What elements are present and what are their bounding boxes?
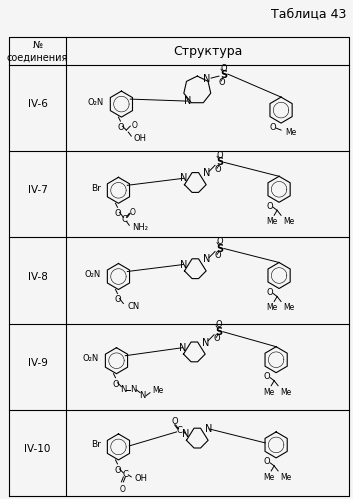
Text: O: O — [214, 334, 220, 343]
Text: N: N — [184, 96, 191, 106]
Text: O: O — [171, 417, 178, 427]
Text: Br: Br — [91, 441, 101, 450]
Text: N: N — [203, 338, 210, 348]
Text: O: O — [264, 458, 270, 467]
Text: N: N — [139, 391, 145, 400]
Text: O: O — [114, 295, 121, 304]
Text: N: N — [180, 173, 187, 183]
Text: O: O — [215, 165, 221, 174]
Text: O: O — [114, 466, 121, 475]
Text: O: O — [114, 209, 121, 218]
Text: S: S — [220, 70, 227, 80]
Text: O₂N: O₂N — [84, 270, 101, 279]
Text: IV-9: IV-9 — [28, 358, 48, 368]
Text: Br: Br — [91, 184, 101, 193]
Text: O: O — [270, 123, 276, 132]
Text: NH₂: NH₂ — [132, 223, 148, 232]
Text: OH: OH — [134, 475, 147, 484]
Text: Me: Me — [152, 386, 163, 395]
Text: N: N — [203, 254, 211, 264]
Text: N: N — [130, 385, 136, 394]
Text: Me: Me — [280, 473, 291, 482]
Text: O: O — [215, 251, 221, 260]
Text: N: N — [182, 429, 189, 439]
Text: C: C — [121, 215, 127, 224]
Text: S: S — [216, 244, 223, 253]
Text: IV-6: IV-6 — [28, 99, 48, 109]
Text: N: N — [120, 385, 127, 394]
Text: C: C — [176, 427, 183, 436]
Text: №
соединения: № соединения — [7, 40, 68, 62]
Text: Me: Me — [264, 388, 275, 397]
Text: O: O — [131, 121, 137, 130]
Text: O: O — [217, 237, 223, 246]
Text: O₂N: O₂N — [83, 354, 99, 363]
Text: N: N — [179, 343, 186, 353]
Text: N: N — [203, 168, 211, 178]
Text: O: O — [112, 380, 119, 389]
Text: O: O — [267, 288, 274, 297]
Text: O: O — [221, 63, 227, 72]
Text: N: N — [203, 74, 211, 84]
Text: CN: CN — [127, 302, 139, 311]
Text: C: C — [122, 471, 128, 480]
Text: Me: Me — [283, 217, 294, 227]
Text: O: O — [216, 320, 222, 329]
Text: Me: Me — [264, 473, 275, 482]
Text: S: S — [216, 157, 223, 167]
Text: Структура: Структура — [173, 44, 242, 57]
Text: O: O — [267, 202, 274, 211]
Text: IV-8: IV-8 — [28, 271, 48, 281]
Text: N: N — [180, 259, 187, 269]
Text: Me: Me — [267, 217, 278, 227]
Text: O: O — [217, 151, 223, 160]
Text: Me: Me — [285, 128, 296, 137]
Text: O₂N: O₂N — [88, 98, 104, 107]
Text: Me: Me — [283, 303, 294, 312]
Text: Me: Me — [280, 388, 291, 397]
Text: O: O — [219, 78, 225, 87]
Text: Таблица 43: Таблица 43 — [271, 7, 346, 20]
Text: S: S — [215, 327, 222, 337]
Text: IV-10: IV-10 — [24, 444, 51, 454]
Text: OH: OH — [133, 134, 146, 143]
Text: Me: Me — [267, 303, 278, 312]
Text: O: O — [119, 485, 125, 494]
Text: N: N — [205, 424, 213, 434]
Text: O: O — [264, 372, 270, 381]
Text: O: O — [117, 123, 124, 132]
Text: O: O — [129, 208, 135, 217]
Text: IV-7: IV-7 — [28, 185, 48, 195]
